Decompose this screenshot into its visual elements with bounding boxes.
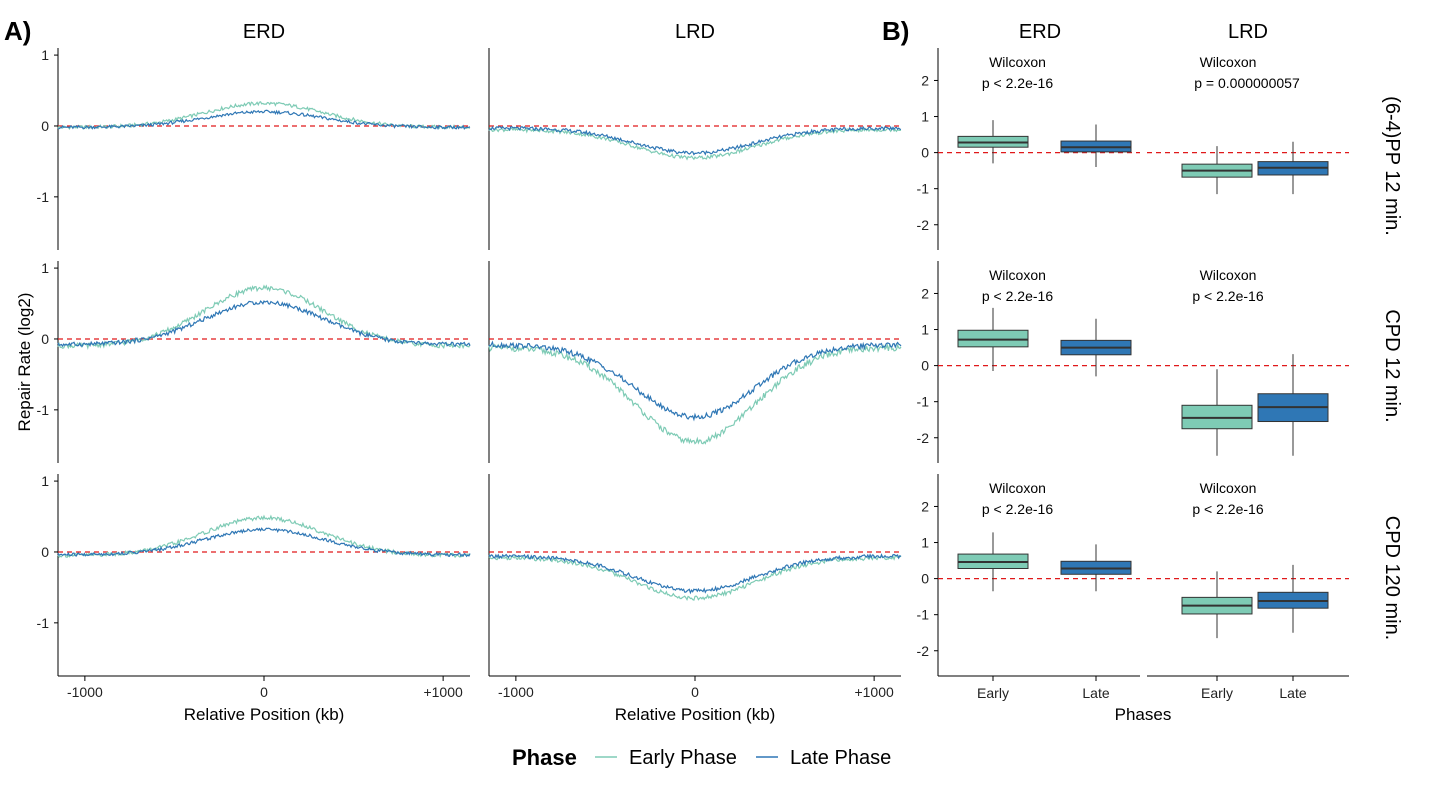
profile-line-early — [57, 284, 471, 350]
stat-p-value: p < 2.2e-16 — [1192, 501, 1263, 517]
x-tick-label: +1000 — [854, 684, 894, 700]
y-tick-label: -2 — [917, 643, 930, 659]
stat-p-value: p = 0.000000057 — [1194, 75, 1300, 91]
legend-label-late: Late Phase — [790, 747, 891, 769]
stat-p-value: p < 2.2e-16 — [982, 288, 1053, 304]
y-tick-label: -1 — [917, 394, 930, 410]
y-tick-label: 0 — [921, 358, 929, 374]
y-tick-label: 1 — [921, 535, 929, 551]
x-tick-label: Late — [1082, 685, 1109, 701]
y-tick-label: 1 — [41, 473, 49, 489]
panel-label-a: A) — [4, 16, 31, 46]
strip-b-erd: ERD — [1019, 21, 1061, 43]
profile-line-late — [488, 125, 902, 156]
x-tick-label: -1000 — [498, 684, 534, 700]
y-tick-label: -1 — [37, 615, 50, 631]
profile-line-early — [488, 343, 902, 445]
y-tick-label: -1 — [37, 189, 50, 205]
profile-line-early — [488, 126, 902, 161]
profile-line-late — [57, 300, 471, 348]
y-tick-label: 0 — [41, 544, 49, 560]
y-tick-label: 2 — [921, 72, 929, 88]
y-tick-label: 2 — [921, 285, 929, 301]
legend-title: Phase — [512, 745, 577, 770]
y-tick-label: -1 — [917, 607, 930, 623]
panel-label-b: B) — [882, 16, 909, 46]
profile-line-late — [57, 109, 471, 131]
y-tick-label: 0 — [921, 571, 929, 587]
y-tick-label: 1 — [921, 322, 929, 338]
strip-a-lrd: LRD — [675, 21, 715, 43]
y-tick-label: -2 — [917, 430, 930, 446]
x-tick-label: Early — [1201, 685, 1233, 701]
stat-p-value: p < 2.2e-16 — [1192, 288, 1263, 304]
x-axis-title-a-lrd: Relative Position (kb) — [615, 705, 776, 724]
stat-test-label: Wilcoxon — [1200, 267, 1257, 283]
y-tick-label: 0 — [921, 145, 929, 161]
profile-line-early — [488, 554, 902, 601]
x-tick-label: 0 — [260, 684, 268, 700]
y-tick-label: -1 — [37, 402, 50, 418]
x-tick-label: 0 — [691, 684, 699, 700]
legend-label-early: Early Phase — [629, 747, 737, 769]
y-tick-label: 1 — [921, 109, 929, 125]
y-tick-label: -2 — [917, 217, 930, 233]
svg-text:CPD 12 min.: CPD 12 min. — [1381, 309, 1403, 422]
y-tick-label: 0 — [41, 331, 49, 347]
stat-test-label: Wilcoxon — [1200, 54, 1257, 70]
legend: Phase Early Phase Late Phase — [512, 745, 891, 770]
profile-line-late — [488, 553, 902, 595]
svg-text:CPD 120 min.: CPD 120 min. — [1381, 516, 1403, 641]
svg-text:Repair Rate (log2): Repair Rate (log2) — [15, 293, 34, 432]
x-tick-label: +1000 — [423, 684, 463, 700]
stat-test-label: Wilcoxon — [1200, 480, 1257, 496]
stat-test-label: Wilcoxon — [989, 267, 1046, 283]
y-tick-label: 1 — [41, 47, 49, 63]
profile-plots: 1 0 -1 1 0 -1 1 0 -1 -1000 0 +1000 -1000 0 +1000 — [37, 47, 902, 700]
y-tick-label: 0 — [41, 118, 49, 134]
row-strip-3: CPD 120 min. — [1381, 516, 1403, 641]
y-tick-label: 2 — [921, 498, 929, 514]
row-strip-2: CPD 12 min. — [1381, 309, 1403, 422]
box-early — [957, 329, 1029, 348]
x-tick-label: Early — [977, 685, 1009, 701]
profile-line-late — [57, 527, 471, 558]
y-tick-label: 1 — [41, 260, 49, 276]
strip-b-lrd: LRD — [1228, 21, 1268, 43]
box-plots: 2 1 0 -1 -2 Wilcoxon p < 2.2e-16 Wilcoxon p = 0.… — [917, 48, 1349, 701]
svg-text:(6-4)PP 12 min.: (6-4)PP 12 min. — [1381, 96, 1403, 236]
x-axis-title-a-erd: Relative Position (kb) — [184, 705, 345, 724]
x-tick-label: -1000 — [67, 684, 103, 700]
profile-line-late — [488, 340, 902, 422]
row-strip-1: (6-4)PP 12 min. — [1381, 96, 1403, 236]
y-axis-title-a: Repair Rate (log2) — [15, 293, 34, 432]
x-axis-title-b: Phases — [1115, 705, 1172, 724]
y-tick-label: -1 — [917, 181, 930, 197]
strip-a-erd: ERD — [243, 21, 285, 43]
stat-test-label: Wilcoxon — [989, 54, 1046, 70]
stat-p-value: p < 2.2e-16 — [982, 75, 1053, 91]
stat-p-value: p < 2.2e-16 — [982, 501, 1053, 517]
x-tick-label: Late — [1279, 685, 1306, 701]
stat-test-label: Wilcoxon — [989, 480, 1046, 496]
